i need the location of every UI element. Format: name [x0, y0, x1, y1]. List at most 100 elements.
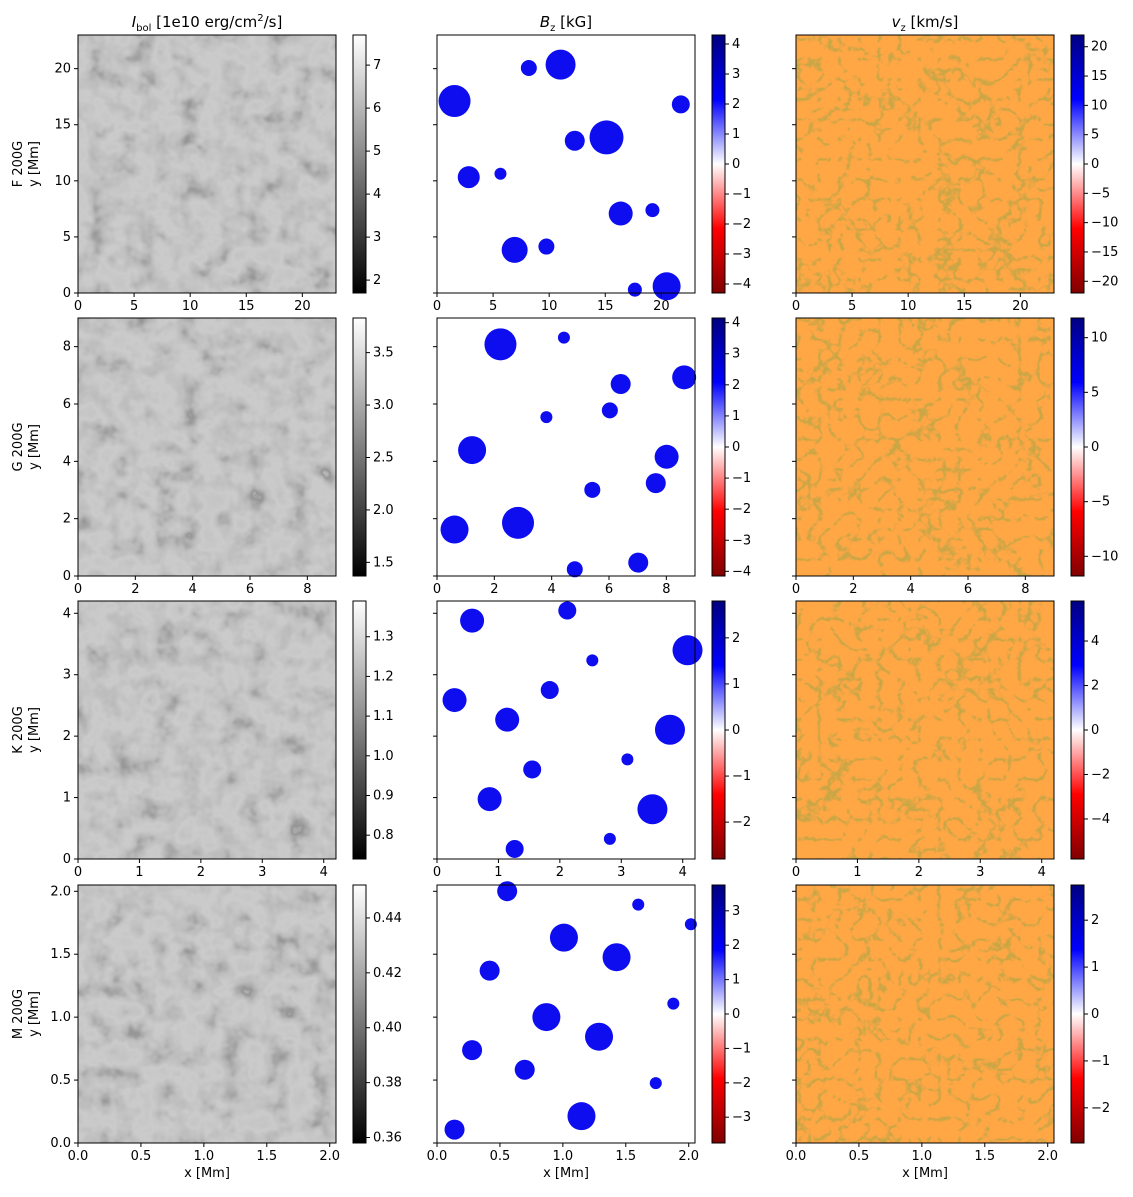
y-tick-label: 2 [63, 729, 71, 744]
x-tick-label: 0 [74, 299, 82, 314]
colorbar-tick-label: 2 [373, 273, 381, 288]
panel-2-bz: 0 1 2 3 4 −2 −1 0 1 2 [433, 600, 751, 880]
strong-field-patch [538, 238, 555, 255]
strong-field-patch [549, 923, 578, 952]
colorbar-tick-label: 0 [1091, 723, 1099, 738]
x-tick-label: 2 [849, 582, 857, 597]
colorbar-tick-label: −3 [732, 533, 751, 548]
x-tick-label: 15 [238, 299, 255, 314]
x-tick-label: 0.5 [849, 1149, 870, 1164]
x-tick-label: 0 [792, 865, 800, 880]
column-title-vz: vz [km/s] [892, 13, 959, 34]
axes-frame [795, 884, 1055, 1144]
colorbar-tick-label: −2 [732, 502, 751, 517]
x-tick-label: 2 [131, 582, 139, 597]
row-star-label: M 200G [11, 989, 26, 1039]
colorbar-tick-label: −2 [732, 815, 751, 830]
row-ylabel: y [Mm] [27, 141, 42, 187]
colorbar-tick-label: 6 [373, 101, 381, 116]
x-tick-label: 0.0 [786, 1149, 807, 1164]
strong-field-patch [523, 760, 542, 779]
strong-field-patch [652, 272, 681, 301]
x-tick-label: 2 [915, 865, 923, 880]
row-ylabel: y [Mm] [27, 424, 42, 470]
axes-frame [795, 317, 1055, 577]
colorbar [352, 317, 367, 577]
x-tick-label: 4 [189, 582, 197, 597]
colorbar-tick-label: 1.2 [373, 669, 394, 684]
panel-2-vz: 0 1 2 3 4 −4 −2 0 2 4 [792, 600, 1110, 880]
row-star-label: F 200G [11, 141, 26, 188]
x-tick-label: 3 [617, 865, 625, 880]
strong-field-patch [585, 1022, 614, 1051]
colorbar-tick-label: 0.40 [373, 1021, 402, 1036]
x-tick-label: 8 [662, 582, 670, 597]
x-tick-label: 3 [976, 865, 984, 880]
strong-field-patch [514, 1059, 535, 1080]
y-tick-label: 0 [63, 569, 71, 584]
x-tick-label: 6 [605, 582, 613, 597]
row-ylabel: y [Mm] [27, 707, 42, 753]
y-tick-label: 0 [63, 852, 71, 867]
colorbar-tick-label: 1 [732, 127, 740, 142]
heatmap-texture [437, 885, 695, 1143]
strong-field-patch [586, 654, 599, 667]
axes-frame [795, 34, 1055, 294]
x-tick-label: 6 [246, 582, 254, 597]
x-tick-label: 1.0 [194, 1149, 215, 1164]
axes-frame [77, 600, 337, 860]
x-tick-label: 4 [548, 582, 556, 597]
strong-field-patch [567, 1102, 596, 1131]
x-tick-label: 1 [494, 865, 502, 880]
colorbar-tick-label: 2 [732, 378, 740, 393]
colorbar-tick-label: 1 [732, 409, 740, 424]
colorbar-tick-label: 1 [732, 973, 740, 988]
colorbar-tick-label: 0.42 [373, 966, 402, 981]
strong-field-patch [672, 365, 697, 390]
x-tick-label: 5 [489, 299, 497, 314]
x-tick-label: 15 [956, 299, 973, 314]
axes-frame [77, 317, 337, 577]
colorbar-tick-label: 3 [732, 347, 740, 362]
y-tick-label: 2.0 [50, 884, 71, 899]
colorbar [1070, 317, 1085, 577]
strong-field-patch [462, 1040, 483, 1061]
x-tick-label: 0.0 [427, 1149, 448, 1164]
y-tick-label: 8 [63, 340, 71, 355]
strong-field-patch [684, 918, 697, 931]
colorbar-tick-label: −1 [732, 1041, 751, 1056]
strong-field-patch [566, 561, 583, 578]
colorbar [352, 884, 367, 1144]
strong-field-patch [621, 753, 634, 766]
x-tick-label: 0 [433, 299, 441, 314]
strong-field-patch [477, 787, 502, 812]
colorbar-tick-label: 2 [732, 97, 740, 112]
y-tick-label: 1.0 [50, 1010, 71, 1025]
y-tick-label: 4 [63, 454, 71, 469]
strong-field-patch [442, 688, 467, 713]
x-tick-label: 10 [900, 299, 917, 314]
colorbar-tick-label: −1 [732, 769, 751, 784]
y-tick-label: 0 [63, 286, 71, 301]
strong-field-patch [649, 1077, 662, 1090]
strong-field-patch [654, 714, 685, 745]
colorbar-tick-label: 3.5 [373, 346, 394, 361]
x-tick-label: 10 [182, 299, 199, 314]
strong-field-patch [610, 374, 631, 395]
colorbar-tick-label: 0.38 [373, 1076, 402, 1091]
colorbar-tick-label: −10 [1091, 216, 1118, 231]
colorbar-tick-label: 1.5 [373, 555, 394, 570]
colorbar-tick-label: 10 [1091, 331, 1108, 346]
x-tick-label: 1.5 [256, 1149, 277, 1164]
panel-3-vz: 0.0 0.5 1.0 1.5 2.0 −2 −1 0 1 2 [786, 884, 1110, 1164]
colorbar-tick-label: 0.8 [373, 828, 394, 843]
row-label-0: F 200G y [Mm] [11, 141, 42, 188]
colorbar-tick-label: 0 [1091, 157, 1099, 172]
y-tick-label: 15 [54, 118, 71, 133]
colorbar-tick-label: −5 [1091, 186, 1110, 201]
colorbar-tick-label: 1.1 [373, 709, 394, 724]
strong-field-patch [603, 832, 616, 845]
x-tick-label: 1.5 [974, 1149, 995, 1164]
panel-3-intensity: 0.0 0.5 1.0 1.5 2.0 0.0 0.5 1.0 1.5 2.0 0.36 0.38 0.… [50, 884, 402, 1164]
heatmap-texture [78, 601, 336, 859]
